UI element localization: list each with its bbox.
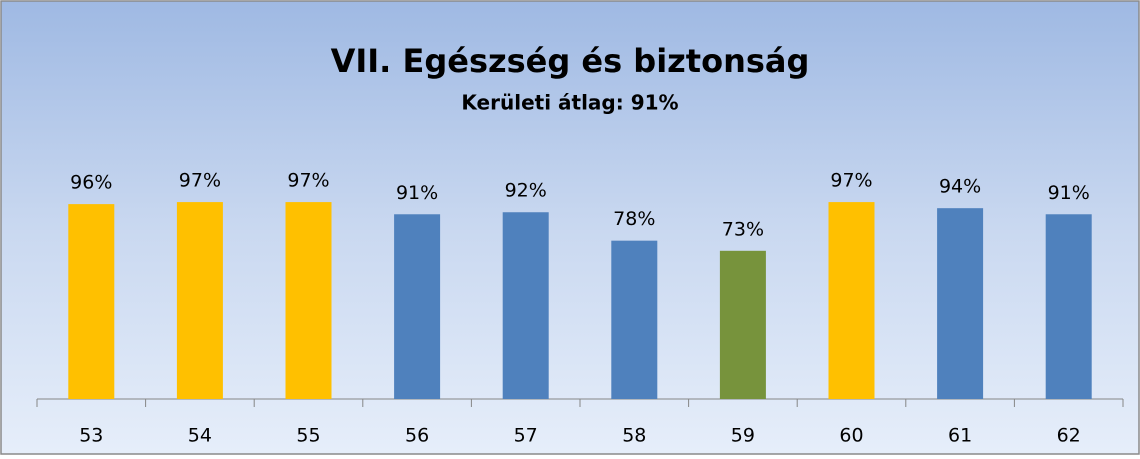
x-tick-label: 55 — [296, 425, 320, 447]
bar — [68, 204, 115, 399]
bar — [1045, 214, 1092, 399]
x-tick-label: 53 — [79, 425, 103, 447]
bar — [502, 212, 549, 399]
x-tick-label: 57 — [514, 425, 538, 447]
value-label: 94% — [939, 176, 981, 198]
value-label: 91% — [1048, 182, 1090, 204]
value-label: 96% — [70, 172, 112, 194]
value-label: 73% — [722, 218, 764, 240]
chart-title: VII. Egészség és biztonság — [331, 42, 810, 80]
x-tick-label: 58 — [622, 425, 646, 447]
value-label: 97% — [287, 170, 329, 192]
chart-subtitle: Kerületi átlag: 91% — [461, 91, 678, 115]
bar — [176, 202, 223, 399]
value-label: 78% — [613, 208, 655, 230]
bar — [828, 202, 875, 399]
bar — [394, 214, 441, 399]
bar — [719, 250, 766, 399]
x-tick-label: 60 — [839, 425, 863, 447]
x-tick-label: 59 — [731, 425, 755, 447]
bar — [611, 240, 658, 399]
value-label: 97% — [179, 170, 221, 192]
x-tick-label: 56 — [405, 425, 429, 447]
value-label: 91% — [396, 182, 438, 204]
bar — [285, 202, 332, 399]
x-tick-label: 61 — [948, 425, 972, 447]
bar — [937, 208, 984, 399]
x-tick-label: 62 — [1057, 425, 1081, 447]
value-label: 92% — [505, 180, 547, 202]
x-tick-label: 54 — [188, 425, 212, 447]
value-label: 97% — [830, 170, 872, 192]
